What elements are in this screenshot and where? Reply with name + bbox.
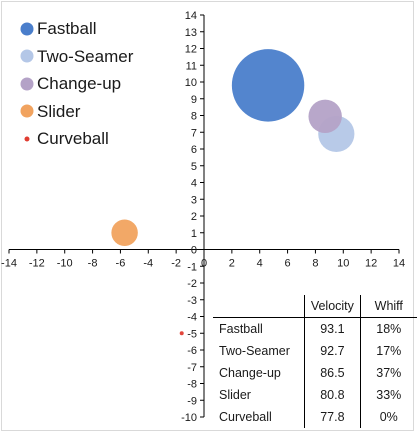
y-tick-label: 13 [185,27,197,39]
bubble-curveball [179,331,184,336]
stats-table-header-row: Velocity Whiff [213,295,417,318]
velocity-cell: 93.1 [304,317,361,340]
x-tick-label: -8 [88,258,98,270]
y-tick-label: -5 [187,328,197,340]
y-tick-label: -10 [181,412,197,424]
x-tick-label: -2 [171,258,181,270]
x-tick-label: 8 [312,258,318,270]
legend-marker [20,104,34,118]
y-tick-label: 1 [191,228,197,240]
y-tick-label: 11 [186,60,197,72]
whiff-cell: 0% [359,406,417,428]
bubble-fastball [231,49,305,122]
x-tick-label: -12 [29,258,45,270]
y-tick-label: -6 [187,345,197,357]
y-tick-label: -1 [187,261,197,273]
whiff-cell: 17% [359,340,417,362]
stats-header-velocity: Velocity [304,295,361,318]
y-tick-label: -9 [187,395,197,407]
x-tick-label: 12 [365,258,377,270]
legend-label: Two-Seamer [37,46,134,66]
table-row: Fastball 93.1 18% [213,317,417,340]
y-tick-label: 12 [185,44,197,56]
y-tick-label: 7 [191,127,197,139]
y-tick-label: -2 [187,278,197,290]
y-tick-label: 0 [191,245,197,257]
y-tick-label: -8 [187,379,197,391]
y-tick-label: -4 [187,312,197,324]
pitch-name-cell: Two-Seamer [219,344,290,358]
x-tick-label: -14 [1,258,17,270]
whiff-cell: 33% [359,384,417,406]
velocity-cell: 80.8 [304,384,361,406]
stats-header-whiff: Whiff [359,295,417,318]
x-tick-label: 2 [229,258,235,270]
whiff-cell: 18% [359,317,417,340]
legend-label: Fastball [37,19,97,38]
table-row: Two-Seamer 92.7 17% [213,340,417,362]
x-tick-label: 14 [393,258,405,270]
y-tick-label: 10 [185,77,197,89]
y-tick-label: 2 [191,211,197,223]
y-tick-label: 14 [185,10,197,22]
velocity-cell: 86.5 [304,362,361,384]
y-tick-label: 3 [191,194,197,206]
pitch-name-cell: Slider [219,388,251,402]
x-tick-label: -10 [57,258,73,270]
legend-marker [20,77,34,91]
x-tick-label: 10 [337,258,349,270]
pitch-name-cell: Fastball [219,322,263,336]
table-row: Curveball 77.8 0% [213,406,417,428]
legend-label: Change-up [37,74,122,93]
whiff-cell: 37% [359,362,417,384]
x-tick-label: 0 [201,258,207,270]
y-tick-label: -7 [187,362,197,374]
pitch-name-cell: Change-up [219,366,281,380]
table-row: Change-up 86.5 37% [213,362,417,384]
y-tick-label: 9 [191,94,197,106]
y-tick-label: 5 [191,161,197,173]
legend-label: Curveball [37,129,109,148]
legend-label: Slider [37,101,81,121]
y-tick-label: -3 [187,295,197,307]
y-tick-label: 4 [191,178,197,190]
velocity-cell: 92.7 [304,340,361,362]
x-tick-label: -6 [116,258,126,270]
bubble-change-up [308,99,342,134]
legend-marker [24,136,30,142]
x-tick-label: 6 [285,258,291,270]
pitch-name-cell: Curveball [219,410,272,424]
velocity-cell: 77.8 [304,406,361,428]
bubble-slider [111,219,138,246]
stats-table: Velocity Whiff Fastball 93.1 18% Two-Sea… [213,295,417,428]
stats-header-blank [213,295,305,318]
y-tick-label: 8 [191,111,197,123]
x-tick-label: -4 [143,258,153,270]
x-tick-label: 4 [257,258,263,270]
y-tick-label: 6 [191,144,197,156]
legend-marker [20,22,34,36]
legend-marker [20,49,34,63]
table-row: Slider 80.8 33% [213,384,417,406]
